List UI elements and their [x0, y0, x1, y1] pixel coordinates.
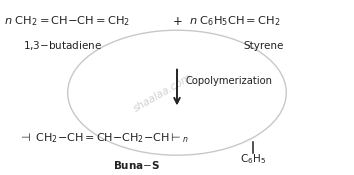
- Text: shaalaa.com: shaalaa.com: [132, 72, 194, 114]
- Text: $\dashv$ CH$_2$$-$CH$=$CH$-$CH$_2$$-$CH$\vdash_n$: $\dashv$ CH$_2$$-$CH$=$CH$-$CH$_2$$-$CH$…: [18, 131, 189, 145]
- Text: $n$ CH$_2$$=$CH$-$CH$=$CH$_2$: $n$ CH$_2$$=$CH$-$CH$=$CH$_2$: [4, 15, 130, 28]
- Text: 1,3$-$butadiene: 1,3$-$butadiene: [23, 39, 102, 52]
- Text: Copolymerization: Copolymerization: [186, 76, 273, 86]
- Text: $+$: $+$: [172, 15, 182, 28]
- Text: $n$ C$_6$H$_5$CH$=$CH$_2$: $n$ C$_6$H$_5$CH$=$CH$_2$: [189, 15, 281, 28]
- Text: C$_6$H$_5$: C$_6$H$_5$: [240, 153, 266, 166]
- Text: Styrene: Styrene: [243, 41, 284, 51]
- Text: Buna$-$S: Buna$-$S: [113, 159, 160, 171]
